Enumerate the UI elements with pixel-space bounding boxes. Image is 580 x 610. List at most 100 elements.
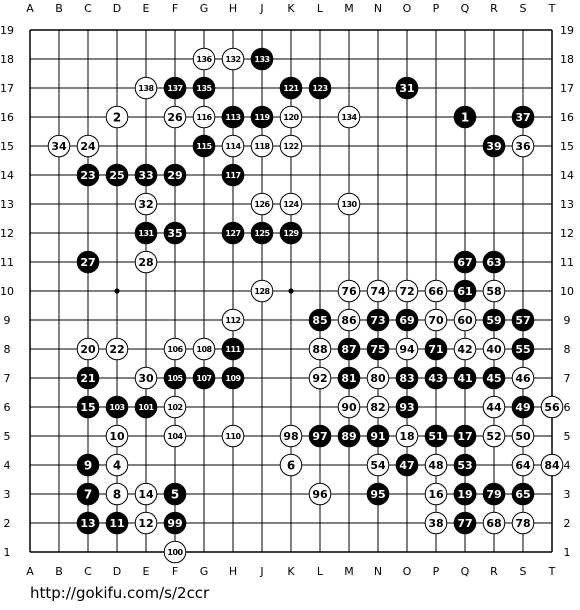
white-stone[interactable]: 84 — [540, 453, 564, 477]
black-stone[interactable]: 73 — [366, 308, 390, 332]
white-stone[interactable]: 42 — [453, 337, 477, 361]
white-stone[interactable]: 20 — [76, 337, 100, 361]
white-stone[interactable]: 118 — [250, 134, 274, 158]
black-stone[interactable]: 79 — [482, 482, 506, 506]
black-stone[interactable]: 19 — [453, 482, 477, 506]
black-stone[interactable]: 67 — [453, 250, 477, 274]
white-stone[interactable]: 124 — [279, 192, 303, 216]
black-stone[interactable]: 35 — [163, 221, 187, 245]
black-stone[interactable]: 71 — [424, 337, 448, 361]
black-stone[interactable]: 41 — [453, 366, 477, 390]
white-stone[interactable]: 38 — [424, 511, 448, 535]
black-stone[interactable]: 57 — [511, 308, 535, 332]
black-stone[interactable]: 107 — [192, 366, 216, 390]
white-stone[interactable]: 86 — [337, 308, 361, 332]
black-stone[interactable]: 81 — [337, 366, 361, 390]
white-stone[interactable]: 6 — [279, 453, 303, 477]
white-stone[interactable]: 60 — [453, 308, 477, 332]
black-stone[interactable]: 45 — [482, 366, 506, 390]
stones-layer[interactable]: 2345678910111213141516171819202122232425… — [47, 47, 564, 564]
white-stone[interactable]: 138 — [134, 76, 158, 100]
white-stone[interactable]: 30 — [134, 366, 158, 390]
white-stone[interactable]: 22 — [105, 337, 129, 361]
black-stone[interactable]: 83 — [395, 366, 419, 390]
black-stone[interactable]: 97 — [308, 424, 332, 448]
black-stone[interactable]: 69 — [395, 308, 419, 332]
black-stone[interactable]: 55 — [511, 337, 535, 361]
white-stone[interactable]: 36 — [511, 134, 535, 158]
black-stone[interactable]: 127 — [221, 221, 245, 245]
black-stone[interactable]: 37 — [511, 105, 535, 129]
white-stone[interactable]: 34 — [47, 134, 71, 158]
black-stone[interactable]: 129 — [279, 221, 303, 245]
black-stone[interactable]: 99 — [163, 511, 187, 535]
black-stone[interactable]: 17 — [453, 424, 477, 448]
white-stone[interactable]: 50 — [511, 424, 535, 448]
black-stone[interactable]: 93 — [395, 395, 419, 419]
white-stone[interactable]: 32 — [134, 192, 158, 216]
white-stone[interactable]: 64 — [511, 453, 535, 477]
white-stone[interactable]: 134 — [337, 105, 361, 129]
black-stone[interactable]: 109 — [221, 366, 245, 390]
white-stone[interactable]: 80 — [366, 366, 390, 390]
black-stone[interactable]: 95 — [366, 482, 390, 506]
white-stone[interactable]: 10 — [105, 424, 129, 448]
white-stone[interactable]: 92 — [308, 366, 332, 390]
white-stone[interactable]: 136 — [192, 47, 216, 71]
white-stone[interactable]: 26 — [163, 105, 187, 129]
white-stone[interactable]: 98 — [279, 424, 303, 448]
black-stone[interactable]: 39 — [482, 134, 506, 158]
white-stone[interactable]: 96 — [308, 482, 332, 506]
black-stone[interactable]: 101 — [134, 395, 158, 419]
white-stone[interactable]: 48 — [424, 453, 448, 477]
black-stone[interactable]: 27 — [76, 250, 100, 274]
go-board[interactable]: AABBCCDDEEFFGGHHJJKKLLMMNNOOPPQQRRSSTT19… — [0, 0, 580, 580]
black-stone[interactable]: 47 — [395, 453, 419, 477]
white-stone[interactable]: 90 — [337, 395, 361, 419]
white-stone[interactable]: 4 — [105, 453, 129, 477]
black-stone[interactable]: 115 — [192, 134, 216, 158]
white-stone[interactable]: 14 — [134, 482, 158, 506]
white-stone[interactable]: 52 — [482, 424, 506, 448]
black-stone[interactable]: 25 — [105, 163, 129, 187]
white-stone[interactable]: 126 — [250, 192, 274, 216]
white-stone[interactable]: 110 — [221, 424, 245, 448]
black-stone[interactable]: 91 — [366, 424, 390, 448]
source-link[interactable]: http://gokifu.com/s/2ccr — [30, 584, 210, 602]
black-stone[interactable]: 49 — [511, 395, 535, 419]
black-stone[interactable]: 105 — [163, 366, 187, 390]
white-stone[interactable]: 114 — [221, 134, 245, 158]
white-stone[interactable]: 16 — [424, 482, 448, 506]
black-stone[interactable]: 89 — [337, 424, 361, 448]
white-stone[interactable]: 54 — [366, 453, 390, 477]
white-stone[interactable]: 88 — [308, 337, 332, 361]
white-stone[interactable]: 102 — [163, 395, 187, 419]
white-stone[interactable]: 58 — [482, 279, 506, 303]
black-stone[interactable]: 117 — [221, 163, 245, 187]
black-stone[interactable]: 103 — [105, 395, 129, 419]
white-stone[interactable]: 128 — [250, 279, 274, 303]
white-stone[interactable]: 122 — [279, 134, 303, 158]
black-stone[interactable]: 5 — [163, 482, 187, 506]
black-stone[interactable]: 137 — [163, 76, 187, 100]
white-stone[interactable]: 116 — [192, 105, 216, 129]
black-stone[interactable]: 123 — [308, 76, 332, 100]
white-stone[interactable]: 44 — [482, 395, 506, 419]
white-stone[interactable]: 104 — [163, 424, 187, 448]
black-stone[interactable]: 113 — [221, 105, 245, 129]
black-stone[interactable]: 23 — [76, 163, 100, 187]
white-stone[interactable]: 56 — [540, 395, 564, 419]
black-stone[interactable]: 9 — [76, 453, 100, 477]
white-stone[interactable]: 130 — [337, 192, 361, 216]
black-stone[interactable]: 53 — [453, 453, 477, 477]
white-stone[interactable]: 2 — [105, 105, 129, 129]
white-stone[interactable]: 8 — [105, 482, 129, 506]
black-stone[interactable]: 15 — [76, 395, 100, 419]
black-stone[interactable]: 31 — [395, 76, 419, 100]
white-stone[interactable]: 28 — [134, 250, 158, 274]
white-stone[interactable]: 72 — [395, 279, 419, 303]
black-stone[interactable]: 29 — [163, 163, 187, 187]
white-stone[interactable]: 82 — [366, 395, 390, 419]
black-stone[interactable]: 119 — [250, 105, 274, 129]
black-stone[interactable]: 1 — [453, 105, 477, 129]
